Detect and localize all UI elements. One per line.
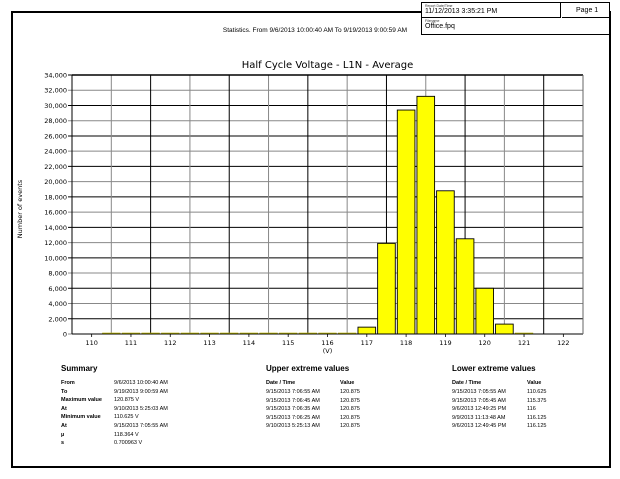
x-tick-label: 122 (557, 339, 569, 347)
y-tick-label: 14,000 (44, 224, 67, 232)
y-tick-label: 0 (63, 331, 67, 339)
y-tick-label: 32,000 (44, 87, 67, 95)
upper-extreme-datetime: 9/15/2013 7:06:55 AM (266, 389, 320, 395)
upper-col-value: Value (340, 380, 355, 386)
y-tick-label: 10,000 (44, 254, 67, 262)
upper-extreme-datetime: 9/10/2013 5:25:13 AM (266, 423, 320, 430)
lower-extreme-datetime: 9/6/2013 12:49:45 PM (452, 423, 507, 430)
histogram-bar (396, 109, 416, 335)
lower-extreme-value: 115.375 (527, 397, 547, 404)
report-frame (11, 11, 611, 468)
summary-value: 0.700963 V (114, 440, 143, 447)
report-frame-top (11, 11, 421, 13)
lower-col-value: Value (527, 380, 542, 386)
lower-extremes-title: Lower extreme values (452, 364, 536, 373)
lower-extreme-datetime: 9/15/2013 7:05:45 AM (452, 397, 506, 404)
upper-extreme-value: 120.875 (340, 397, 360, 404)
lower-extreme-datetime: 9/15/2013 7:05:55 AM (452, 389, 506, 395)
y-tick-label: 16,000 (44, 209, 67, 217)
y-tick-label: 18,000 (44, 193, 67, 201)
histogram-bar (455, 238, 475, 335)
histogram-chart: 0 2,000 4,000 6,000 8,000 10,000 12,000 14,000 1… (44, 72, 584, 355)
y-tick-label: 22,000 (44, 163, 67, 171)
lower-extreme-value: 116.125 (527, 414, 547, 421)
y-tick-label: 30,000 (44, 102, 67, 110)
x-tick-label: 120 (479, 339, 491, 347)
summary-label: At (61, 423, 67, 429)
report-header-box: Report Date/Time 11/12/2013 3:35:21 PM P… (421, 2, 610, 35)
x-tick-label: 112 (164, 339, 176, 347)
x-tick-label: 119 (439, 339, 451, 347)
summary-value: 110.625 V (114, 414, 139, 421)
summary-value: 118.364 V (114, 431, 139, 438)
lower-extreme-value: 116 (527, 406, 536, 413)
statistics-title: Statistics. From 9/6/2013 10:00:40 AM To… (222, 27, 408, 34)
summary-title: Summary (61, 364, 98, 373)
filename-caption: Filename (425, 19, 440, 23)
x-tick-label: 117 (361, 339, 373, 347)
lower-extreme-value: 116.125 (527, 423, 547, 430)
y-tick-label: 34,000 (44, 72, 67, 80)
upper-extreme-value: 120.875 (340, 423, 360, 430)
summary-label: Maximum value (61, 397, 102, 404)
lower-extreme-datetime: 9/6/2013 12:49:25 PM (452, 406, 507, 413)
y-tick-label: 8,000 (48, 270, 67, 278)
x-tick-label: 111 (125, 339, 137, 347)
page-cell: Page 1 (562, 3, 609, 18)
histogram-bar (357, 326, 377, 335)
page-number: Page 1 (576, 7, 599, 14)
y-tick-label: 26,000 (44, 132, 67, 140)
report-datetime-caption: Report Date/Time (425, 4, 453, 8)
filename: Office.fpq (425, 23, 455, 30)
x-tick-label: 114 (243, 339, 255, 347)
summary-value: 9/6/2013 10:00:40 AM (114, 380, 168, 386)
summary-label: µ (61, 431, 65, 438)
x-tick-label: 116 (321, 339, 333, 347)
histogram-bar (475, 287, 495, 335)
chart-title: Half Cycle Voltage - L1N - Average (241, 60, 414, 71)
upper-col-datetime: Date / Time (266, 380, 296, 386)
x-tick-label: 121 (518, 339, 530, 347)
y-tick-label: 28,000 (44, 117, 67, 125)
summary-label: s (61, 440, 65, 447)
filename-cell: Filename Office.fpq (422, 18, 609, 33)
y-tick-label: 2,000 (48, 315, 67, 323)
upper-extreme-datetime: 9/15/2013 7:06:35 AM (266, 406, 320, 413)
summary-value: 120.875 V (114, 397, 140, 404)
x-tick-label: 115 (282, 339, 294, 347)
histogram-bar (436, 190, 455, 335)
histogram-bar (416, 95, 436, 335)
y-tick-label: 6,000 (48, 285, 67, 293)
upper-extreme-value: 120.875 (340, 389, 360, 395)
summary-label: To (61, 388, 68, 395)
y-tick-label: 20,000 (44, 178, 67, 186)
histogram-bar (377, 242, 396, 335)
upper-extreme-datetime: 9/15/2013 7:06:45 AM (266, 397, 320, 404)
upper-extreme-value: 120.875 (340, 414, 360, 421)
lower-extreme-value: 110.625 (527, 389, 547, 395)
summary-value: 9/10/2013 5:25:03 AM (114, 405, 168, 412)
summary-value: 9/15/2013 7:05:55 AM (114, 423, 168, 429)
upper-extremes-title: Upper extreme values (266, 364, 350, 373)
y-tick-label: 24,000 (44, 148, 67, 156)
x-tick-label: 110 (85, 339, 97, 347)
upper-extreme-value: 120.875 (340, 406, 360, 413)
x-tick-label: 118 (400, 339, 412, 347)
summary-value: 9/19/2013 9:00:59 AM (114, 388, 168, 395)
x-axis-label: (V) (323, 347, 333, 355)
summary-label: At (61, 405, 67, 412)
upper-extreme-datetime: 9/15/2013 7:06:25 AM (266, 414, 320, 421)
summary-label: From (61, 380, 75, 386)
lower-extreme-datetime: 9/9/2013 11:13:48 AM (452, 414, 506, 421)
report-datetime-cell: Report Date/Time 11/12/2013 3:35:21 PM (422, 3, 561, 18)
y-tick-label: 4,000 (48, 300, 67, 308)
x-tick-label: 113 (203, 339, 215, 347)
report-datetime: 11/12/2013 3:35:21 PM (425, 8, 498, 15)
histogram-bar (495, 323, 514, 335)
summary-label: Minimum value (61, 414, 101, 421)
y-tick-label: 12,000 (44, 239, 67, 247)
lower-col-datetime: Date / Time (452, 380, 482, 386)
